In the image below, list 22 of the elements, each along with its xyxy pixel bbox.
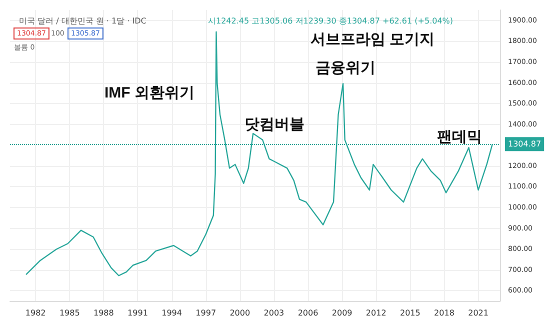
x-tick-label: 1994 bbox=[162, 308, 182, 318]
x-tick-label: 1982 bbox=[25, 308, 46, 318]
annotation: 서브프라임 모기지 bbox=[310, 31, 435, 48]
x-tick-label: 2018 bbox=[434, 308, 454, 318]
annotation: 금융위기 bbox=[315, 59, 376, 76]
annotation: 닷컴버블 bbox=[244, 116, 305, 134]
ref-line-label: 1304.87 bbox=[508, 140, 542, 149]
annotation: 팬데믹 bbox=[437, 128, 482, 146]
text: 미국 달러 / 대한민국 원 · 1달 · IDC bbox=[19, 16, 147, 26]
x-tick-label: 1985 bbox=[59, 308, 80, 318]
x-tick-label: 2021 bbox=[468, 308, 488, 318]
annotation: IMF 외환위기 bbox=[104, 84, 194, 102]
x-tick-label: 2006 bbox=[298, 308, 318, 318]
x-tick-label: 2009 bbox=[332, 308, 352, 318]
x-tick-label: 2003 bbox=[264, 308, 284, 318]
x-tick-label: 1988 bbox=[93, 308, 114, 318]
text: 시1242.45 고1305.06 저1239.30 종1304.87 +62.61 (+5.04%) bbox=[208, 16, 454, 26]
x-tick-label: 1997 bbox=[196, 308, 216, 318]
x-tick-label: 2000 bbox=[230, 308, 250, 318]
x-tick-label: 2015 bbox=[400, 308, 420, 318]
x-tick-label: 1991 bbox=[128, 308, 148, 318]
x-tick-label: 2012 bbox=[366, 308, 386, 318]
